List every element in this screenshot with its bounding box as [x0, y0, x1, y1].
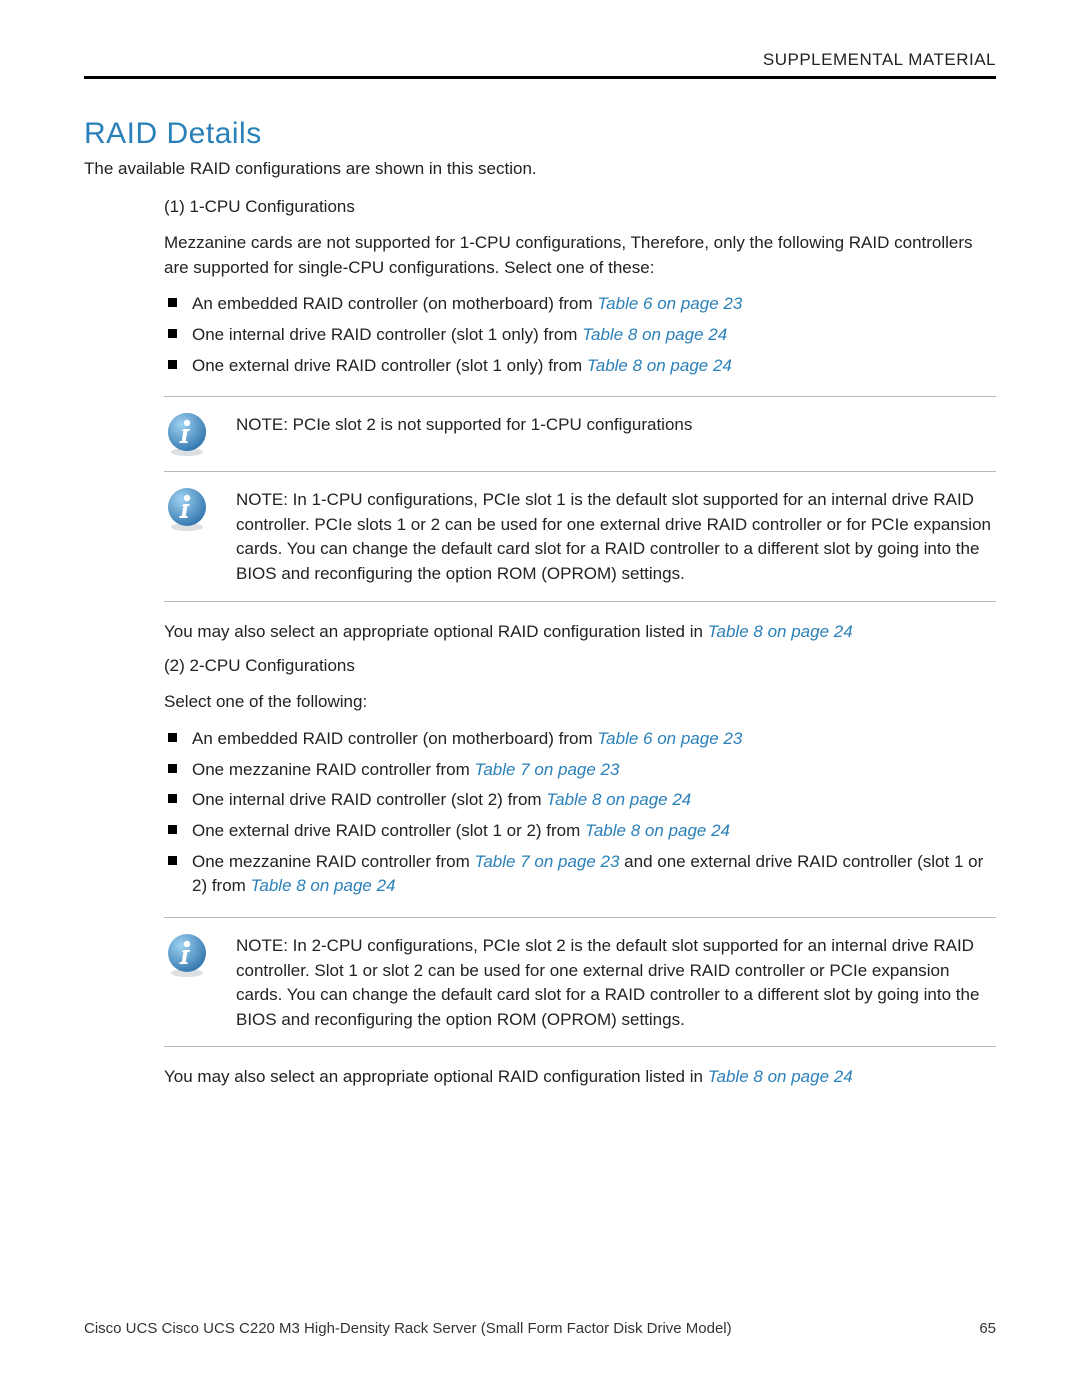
- table-link[interactable]: Table 7 on page 23: [475, 760, 620, 779]
- note-box: NOTE: PCIe slot 2 is not supported for 1…: [164, 396, 996, 472]
- table-link[interactable]: Table 8 on page 24: [582, 325, 727, 344]
- info-icon: [164, 486, 210, 532]
- trailing-text: You may also select an appropriate optio…: [164, 1067, 708, 1086]
- section-1-trailing: You may also select an appropriate optio…: [164, 620, 996, 645]
- table-link[interactable]: Table 8 on page 24: [587, 356, 732, 375]
- note-box: NOTE: In 1-CPU configurations, PCIe slot…: [164, 471, 996, 602]
- table-link[interactable]: Table 8 on page 24: [708, 622, 853, 641]
- bullet-text: An embedded RAID controller (on motherbo…: [192, 729, 597, 748]
- bullet-text: One internal drive RAID controller (slot…: [192, 325, 582, 344]
- section-1-lead: Mezzanine cards are not supported for 1-…: [164, 231, 996, 280]
- list-item: An embedded RAID controller (on motherbo…: [192, 292, 996, 317]
- bullet-text: One external drive RAID controller (slot…: [192, 356, 587, 375]
- bullet-text: One external drive RAID controller (slot…: [192, 821, 585, 840]
- section-1-heading: (1) 1-CPU Configurations: [164, 197, 996, 217]
- bullet-text: One internal drive RAID controller (slot…: [192, 790, 546, 809]
- intro-paragraph: The available RAID configurations are sh…: [84, 159, 996, 179]
- running-header: SUPPLEMENTAL MATERIAL: [84, 50, 996, 79]
- bullet-text: One mezzanine RAID controller from: [192, 760, 475, 779]
- info-icon: [164, 411, 210, 457]
- list-item: One internal drive RAID controller (slot…: [192, 323, 996, 348]
- note-text: NOTE: In 1-CPU configurations, PCIe slot…: [236, 488, 996, 587]
- section-1-body: Mezzanine cards are not supported for 1-…: [164, 231, 996, 644]
- table-link[interactable]: Table 8 on page 24: [546, 790, 691, 809]
- table-link[interactable]: Table 7 on page 23: [475, 852, 620, 871]
- list-item: One external drive RAID controller (slot…: [192, 354, 996, 379]
- section-2-body: Select one of the following: An embedded…: [164, 690, 996, 1090]
- section-2-lead: Select one of the following:: [164, 690, 996, 715]
- document-page: SUPPLEMENTAL MATERIAL RAID Details The a…: [0, 0, 1080, 1397]
- bullet-text: An embedded RAID controller (on motherbo…: [192, 294, 597, 313]
- list-item: One internal drive RAID controller (slot…: [192, 788, 996, 813]
- section-2-bullets: An embedded RAID controller (on motherbo…: [164, 727, 996, 899]
- section-2-trailing: You may also select an appropriate optio…: [164, 1065, 996, 1090]
- list-item: One mezzanine RAID controller from Table…: [192, 850, 996, 899]
- table-link[interactable]: Table 6 on page 23: [597, 294, 742, 313]
- note-text: NOTE: PCIe slot 2 is not supported for 1…: [236, 413, 692, 438]
- list-item: An embedded RAID controller (on motherbo…: [192, 727, 996, 752]
- note-box: NOTE: In 2-CPU configurations, PCIe slot…: [164, 917, 996, 1048]
- trailing-text: You may also select an appropriate optio…: [164, 622, 708, 641]
- note-text: NOTE: In 2-CPU configurations, PCIe slot…: [236, 934, 996, 1033]
- section-1-bullets: An embedded RAID controller (on motherbo…: [164, 292, 996, 378]
- info-icon: [164, 932, 210, 978]
- list-item: One external drive RAID controller (slot…: [192, 819, 996, 844]
- section-2-heading: (2) 2-CPU Configurations: [164, 656, 996, 676]
- list-item: One mezzanine RAID controller from Table…: [192, 758, 996, 783]
- footer-title: Cisco UCS Cisco UCS C220 M3 High-Density…: [84, 1320, 732, 1337]
- bullet-text: One mezzanine RAID controller from: [192, 852, 475, 871]
- table-link[interactable]: Table 8 on page 24: [585, 821, 730, 840]
- page-number: 65: [979, 1320, 996, 1337]
- page-title: RAID Details: [84, 117, 996, 151]
- table-link[interactable]: Table 8 on page 24: [251, 876, 396, 895]
- table-link[interactable]: Table 6 on page 23: [597, 729, 742, 748]
- table-link[interactable]: Table 8 on page 24: [708, 1067, 853, 1086]
- page-footer: Cisco UCS Cisco UCS C220 M3 High-Density…: [84, 1320, 996, 1337]
